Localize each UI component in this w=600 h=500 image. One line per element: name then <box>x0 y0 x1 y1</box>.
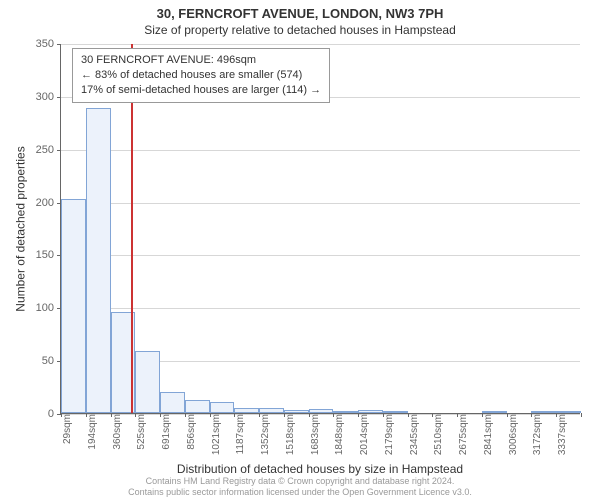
x-axis-label: Distribution of detached houses by size … <box>60 462 580 476</box>
histogram-bar <box>210 402 235 413</box>
histogram-bar <box>531 411 556 413</box>
ytick-label: 0 <box>20 408 60 420</box>
xtick-label: 2014sqm <box>355 414 370 455</box>
histogram-bar <box>284 410 309 413</box>
histogram-bar <box>185 400 210 413</box>
annotation-line: 17% of semi-detached houses are larger (… <box>81 83 321 98</box>
xtick-label: 691sqm <box>157 414 172 450</box>
ytick-label: 150 <box>20 249 60 261</box>
histogram-bar <box>259 408 284 413</box>
xtick-label: 1187sqm <box>231 414 246 454</box>
histogram-bar <box>309 409 334 413</box>
annotation-box: 30 FERNCROFT AVENUE: 496sqm← 83% of deta… <box>72 48 330 103</box>
ytick-label: 200 <box>20 197 60 209</box>
chart-subtitle: Size of property relative to detached ho… <box>0 21 600 37</box>
ytick-label: 100 <box>20 302 60 314</box>
ytick-label: 300 <box>20 91 60 103</box>
xtick-label: 3172sqm <box>528 414 543 455</box>
xtick-label: 360sqm <box>108 414 123 450</box>
xtick-label: 2675sqm <box>454 414 469 455</box>
annotation-line: ← 83% of detached houses are smaller (57… <box>81 68 321 83</box>
gridline <box>61 44 580 45</box>
xtick-label: 2510sqm <box>429 414 444 455</box>
xtick-label: 2179sqm <box>380 414 395 455</box>
histogram-bar <box>556 411 581 413</box>
xtick-label: 3337sqm <box>553 414 568 455</box>
histogram-bar <box>160 392 185 413</box>
xtick-label: 194sqm <box>83 414 98 450</box>
ytick-label: 250 <box>20 144 60 156</box>
xtick-mark <box>581 413 582 417</box>
xtick-label: 2345sqm <box>405 414 420 455</box>
chart-title: 30, FERNCROFT AVENUE, LONDON, NW3 7PH <box>0 0 600 21</box>
ytick-label: 350 <box>20 38 60 50</box>
xtick-label: 1352sqm <box>256 414 271 455</box>
xtick-label: 1683sqm <box>306 414 321 455</box>
ytick-label: 50 <box>20 355 60 367</box>
footer-line2: Contains public sector information licen… <box>0 487 600 498</box>
xtick-label: 1021sqm <box>207 414 222 455</box>
xtick-label: 1518sqm <box>281 414 296 455</box>
licence-footer: Contains HM Land Registry data © Crown c… <box>0 476 600 498</box>
gridline <box>61 150 580 151</box>
xtick-label: 1848sqm <box>330 414 345 455</box>
xtick-label: 525sqm <box>132 414 147 450</box>
gridline <box>61 255 580 256</box>
gridline <box>61 308 580 309</box>
histogram-bar <box>61 199 86 413</box>
histogram-bar <box>383 411 408 413</box>
footer-line1: Contains HM Land Registry data © Crown c… <box>0 476 600 487</box>
xtick-label: 3006sqm <box>504 414 519 455</box>
property-size-chart: 30, FERNCROFT AVENUE, LONDON, NW3 7PH Si… <box>0 0 600 500</box>
xtick-label: 29sqm <box>58 414 73 444</box>
xtick-label: 856sqm <box>182 414 197 450</box>
histogram-bar <box>86 108 111 414</box>
histogram-bar <box>135 351 160 413</box>
plot-area: 05010015020025030035029sqm194sqm360sqm52… <box>60 44 580 414</box>
histogram-bar <box>482 411 507 413</box>
histogram-bar <box>333 411 358 413</box>
annotation-line: 30 FERNCROFT AVENUE: 496sqm <box>81 53 321 68</box>
histogram-bar <box>234 408 259 413</box>
xtick-label: 2841sqm <box>479 414 494 455</box>
histogram-bar <box>358 410 383 413</box>
gridline <box>61 203 580 204</box>
